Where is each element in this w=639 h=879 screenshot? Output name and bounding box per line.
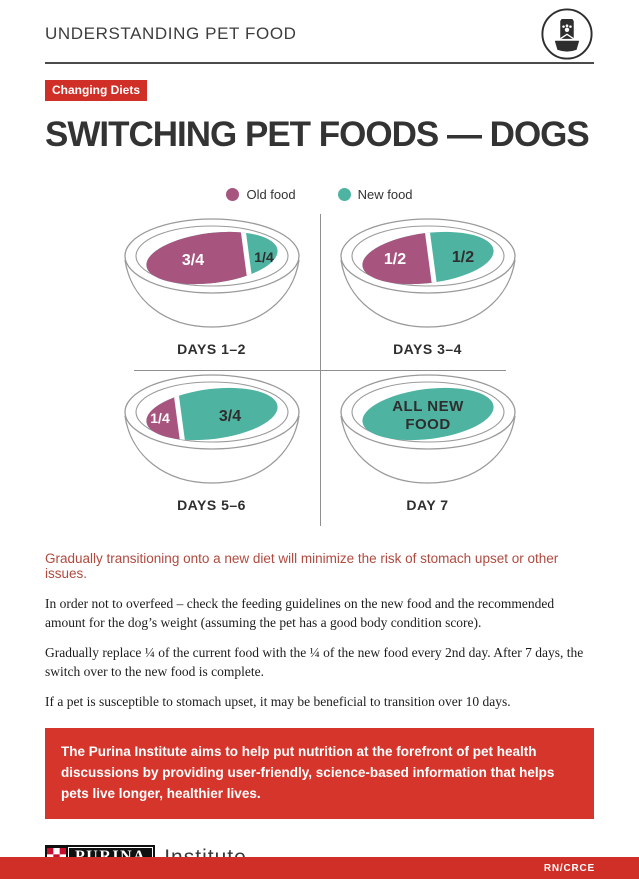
legend-label-old: Old food [246,187,296,202]
fraction-new: 3/4 [218,408,240,425]
highlight-text: Gradually transitioning onto a new diet … [45,551,559,581]
footer-code: RN/CRCE [543,862,595,874]
header: UNDERSTANDING PET FOOD [0,0,639,60]
all-new-food-line1: ALL NEW [392,398,464,415]
legend-item-old-food: Old food [226,187,296,202]
header-divider [45,62,594,64]
bowl-label: DAYS 5–6 [177,497,246,513]
legend-label-new: New food [357,187,413,202]
bowl-figure: 3/4 1/4 [123,218,300,328]
pet-food-bag-and-bowl-icon [541,8,593,60]
bowl-label: DAYS 1–2 [177,341,246,357]
callout-text: The Purina Institute aims to help put nu… [61,744,555,802]
bowl-days-3-4: 1/2 1/2 DAYS 3–4 [320,214,536,370]
changing-diets-badge: Changing Diets [45,80,148,101]
callout-box: The Purina Institute aims to help put nu… [45,728,594,820]
fraction-old: 1/2 [383,251,405,268]
bowl-label: DAYS 3–4 [393,341,462,357]
all-new-food-line2: FOOD [405,416,450,433]
horizontal-divider [133,370,506,371]
fraction-new: 1/2 [451,249,473,266]
new-food-dot-icon [337,188,351,201]
fraction-new: 1/4 [254,249,274,265]
bowl-figure: ALL NEW FOOD [339,374,516,484]
bowl-figure: 1/2 1/2 [339,218,516,328]
bowl-label: DAY 7 [406,497,449,513]
old-food-dot-icon [226,188,240,201]
fraction-old: 3/4 [181,252,203,269]
header-title: UNDERSTANDING PET FOOD [45,24,297,43]
fraction-old: 1/4 [150,410,170,426]
legend: Old food New food [0,187,639,202]
page-title: SWITCHING PET FOODS — DOGS [45,115,590,154]
footer-bar: RN/CRCE [0,857,639,879]
bowl-day-7: ALL NEW FOOD DAY 7 [320,370,536,526]
bowl-days-5-6: 1/4 3/4 DAYS 5–6 [104,370,320,526]
body-paragraph: Gradually replace ¼ of the current food … [45,644,584,679]
body-text: In order not to overfeed – check the fee… [45,595,594,711]
bowl-days-1-2: 3/4 1/4 DAYS 1–2 [104,214,320,370]
bowl-diagram-grid: 3/4 1/4 DAYS 1–2 1/2 1/2 DAYS 3–4 [104,214,536,526]
legend-item-new-food: New food [337,187,413,202]
body-paragraph: If a pet is susceptible to stomach upset… [45,693,511,709]
body-paragraph: In order not to overfeed – check the fee… [45,596,555,630]
bowl-figure: 1/4 3/4 [123,374,300,484]
